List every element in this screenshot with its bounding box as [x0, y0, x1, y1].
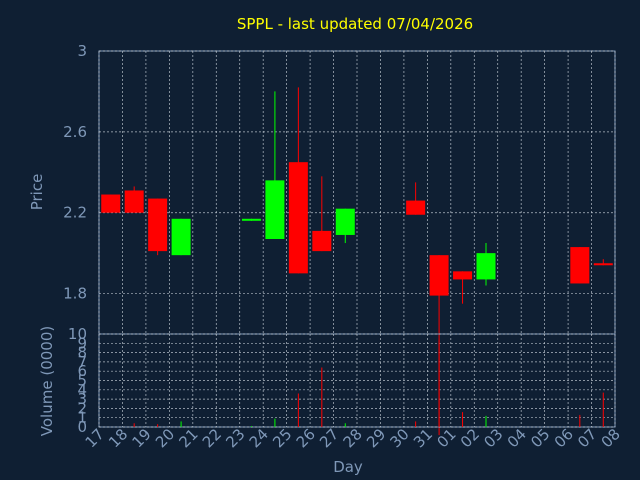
candle-body-17 — [101, 194, 121, 213]
x-tick-label: 27 — [316, 425, 342, 451]
candle-body-24 — [265, 180, 285, 239]
x-tick-label: 05 — [527, 425, 553, 451]
x-tick-label: 04 — [504, 425, 530, 451]
x-tick-label: 26 — [293, 425, 319, 451]
volume-axis-label: Volume (0000) — [38, 326, 56, 436]
candle-body-01 — [453, 271, 473, 280]
candle-body-25 — [288, 162, 308, 274]
price-axis-label: Price — [28, 174, 46, 211]
volume-tick-label: 9 — [77, 334, 87, 352]
volume-tick-label: 4 — [77, 381, 87, 399]
x-tick-label: 07 — [574, 425, 600, 451]
volume-tick-label: 1 — [77, 409, 87, 427]
x-tick-label: 08 — [598, 425, 624, 451]
volume-tick-label: 2 — [77, 399, 87, 417]
volume-tick-label: 0 — [77, 418, 87, 436]
volume-tick-label: 7 — [77, 353, 87, 371]
chart-title: SPPL - last updated 07/04/2026 — [237, 15, 473, 33]
candle-body-06 — [570, 247, 590, 284]
candle-body-26 — [312, 230, 332, 252]
candle-body-02 — [476, 253, 496, 280]
x-tick-label: 29 — [363, 425, 389, 451]
x-tick-label: 25 — [269, 425, 295, 451]
price-tick-label: 2.2 — [63, 204, 87, 222]
price-tick-label: 3 — [77, 42, 87, 60]
candle-body-07 — [593, 263, 613, 266]
volume-tick-label: 10 — [68, 325, 87, 343]
candle-body-30 — [406, 200, 426, 215]
x-tick-label: 21 — [175, 425, 201, 451]
x-axis-label: Day — [333, 458, 363, 476]
price-tick-label: 1.8 — [63, 285, 87, 303]
candle-body-23 — [241, 218, 261, 221]
x-tick-label: 02 — [457, 425, 483, 451]
x-tick-label: 31 — [410, 425, 436, 451]
x-tick-label: 24 — [246, 425, 272, 451]
x-tick-label: 20 — [152, 425, 178, 451]
volume-panel: 0123456789101718192021222324252627282930… — [68, 325, 624, 451]
x-tick-label: 18 — [105, 425, 131, 451]
price-panel: 1.8 2.2 2.6 3 — [63, 42, 616, 436]
x-tick-label: 22 — [199, 425, 225, 451]
x-tick-label: 03 — [480, 425, 506, 451]
volume-tick-label: 6 — [77, 362, 87, 380]
x-tick-label: 06 — [551, 425, 577, 451]
candle-body-18 — [124, 190, 144, 213]
x-tick-label: 23 — [222, 425, 248, 451]
volume-tick-label: 8 — [77, 344, 87, 362]
candle-body-19 — [148, 198, 168, 252]
price-tick-label: 2.6 — [63, 123, 87, 141]
candle-body-31 — [429, 255, 449, 296]
candle-body-20 — [171, 218, 191, 256]
x-tick-label: 28 — [340, 425, 366, 451]
volume-tick-label: 5 — [77, 372, 87, 390]
x-tick-label: 01 — [433, 425, 459, 451]
candle-body-27 — [335, 208, 355, 235]
x-tick-label: 19 — [129, 425, 155, 451]
x-tick-label: 30 — [387, 425, 413, 451]
volume-tick-label: 3 — [77, 390, 87, 408]
